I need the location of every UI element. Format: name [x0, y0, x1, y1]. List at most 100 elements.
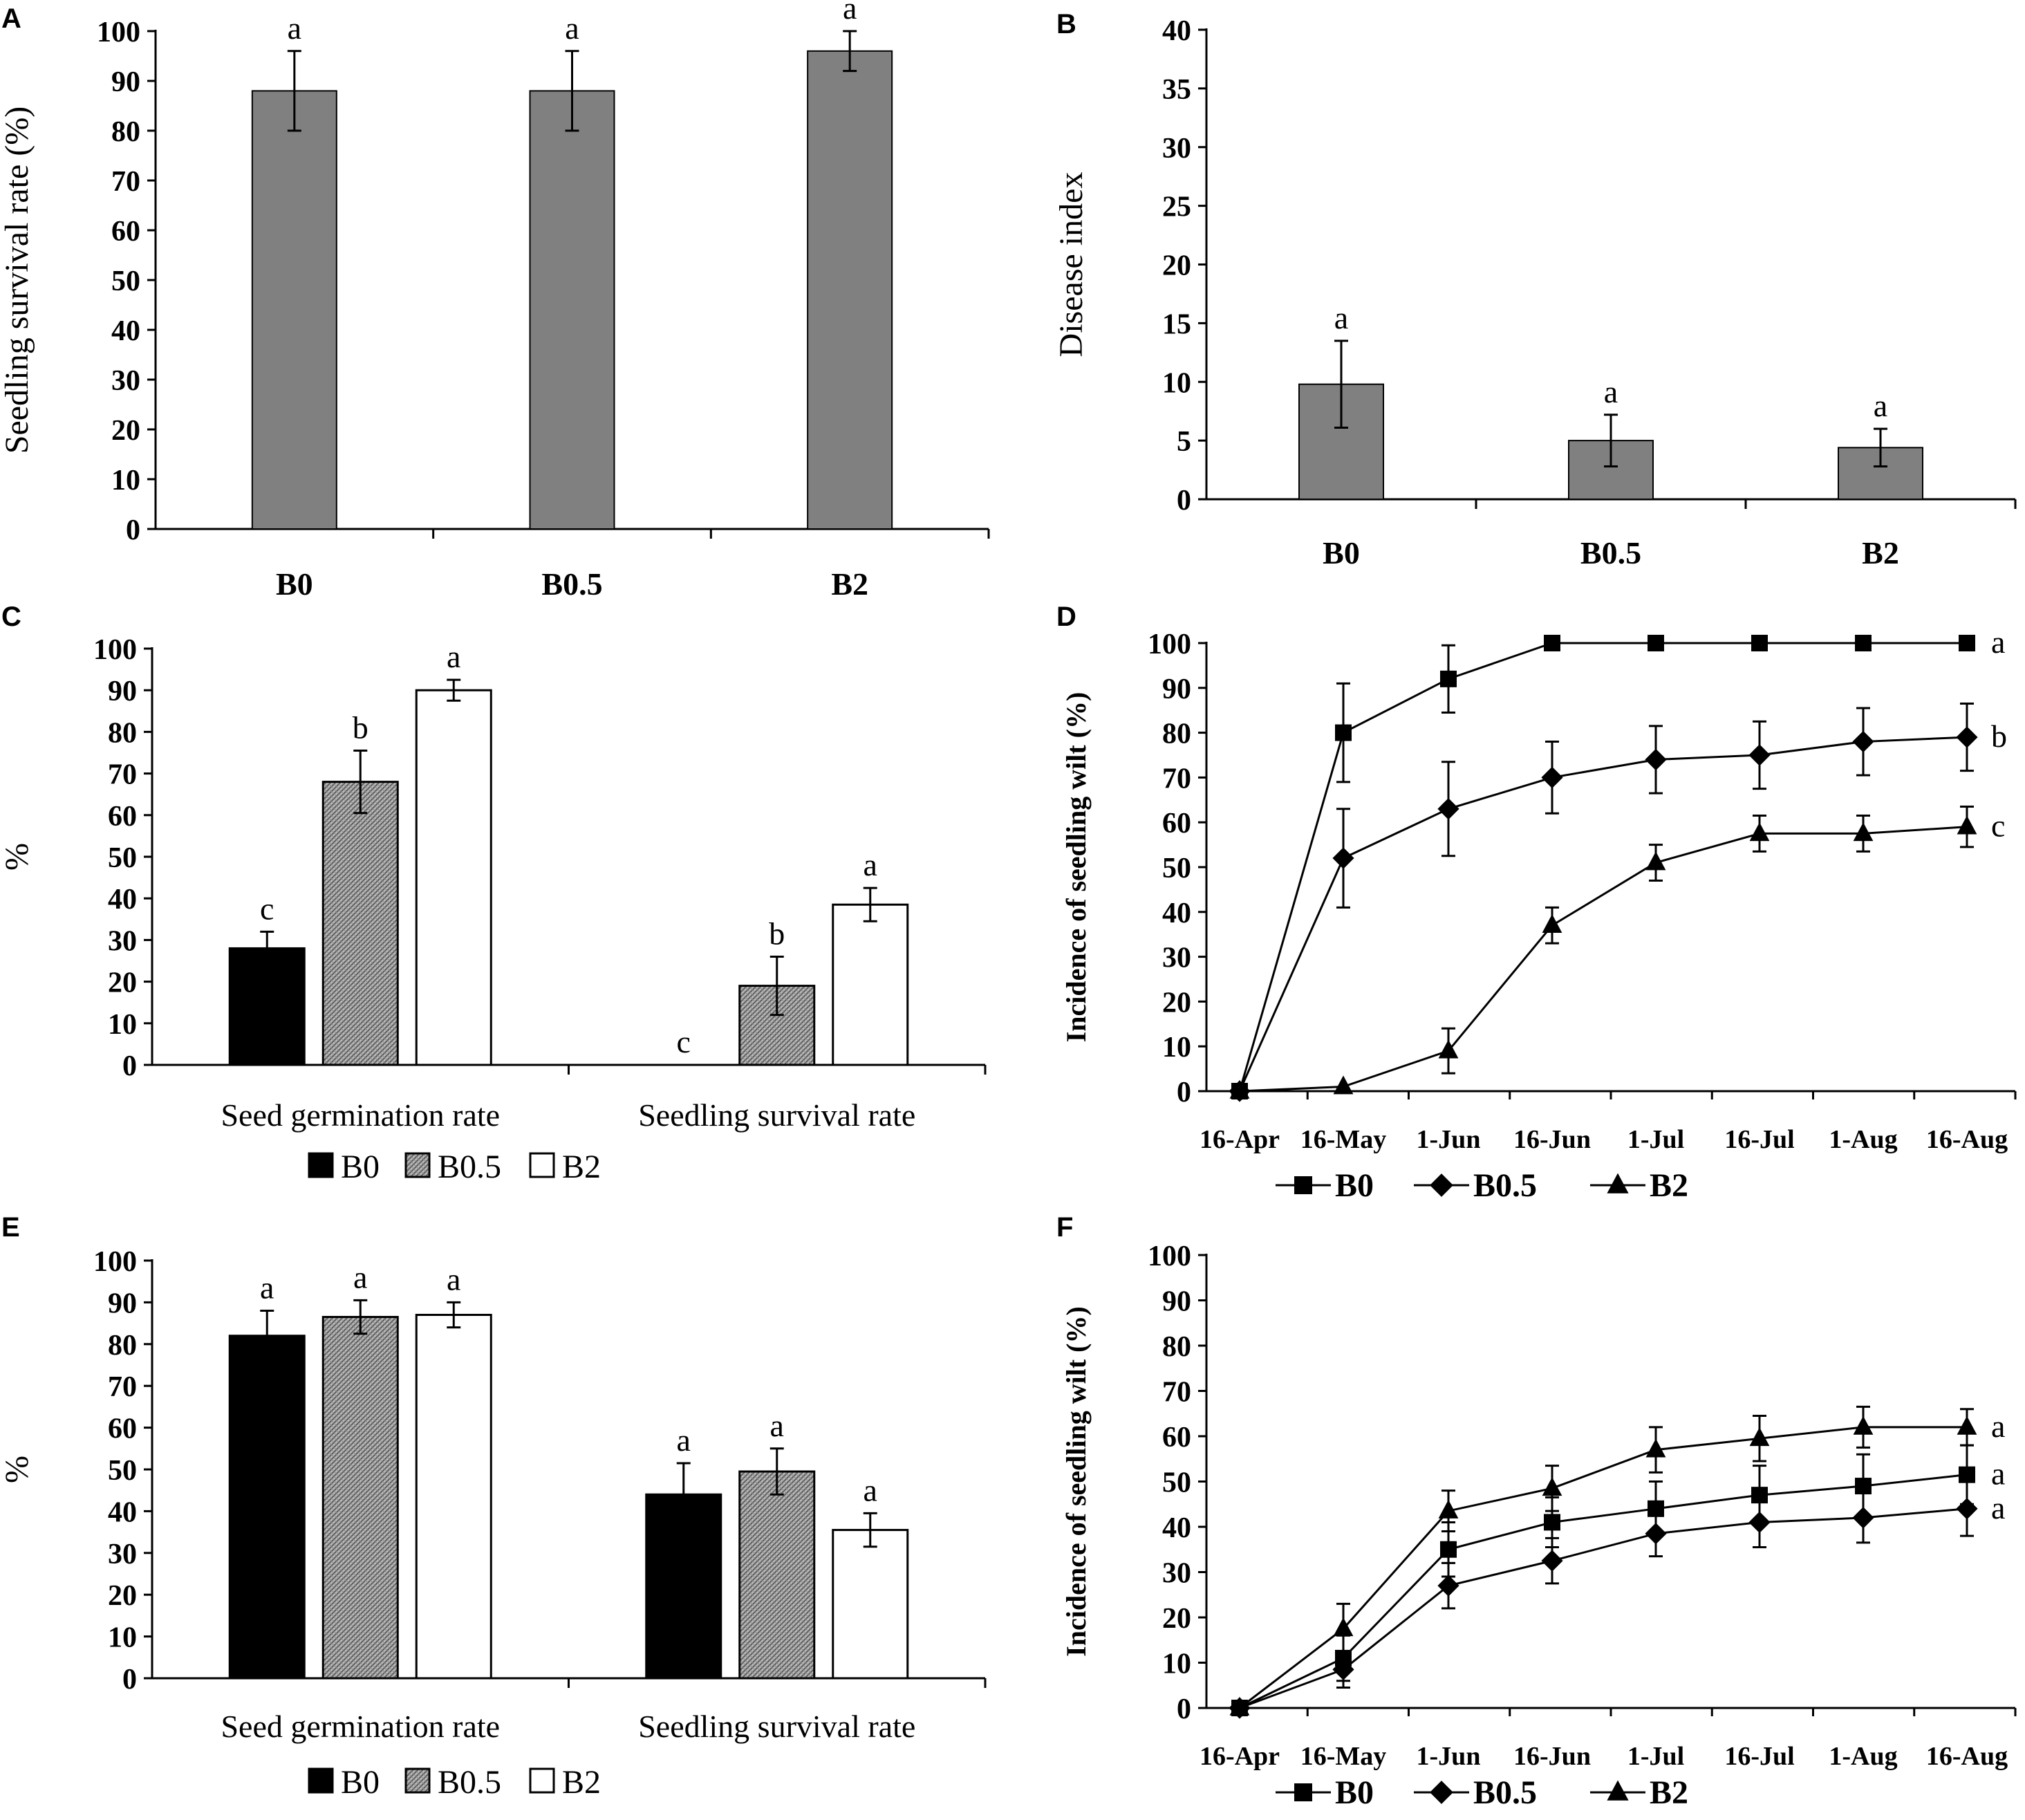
x-tick-label: 16-May — [1300, 1125, 1387, 1154]
significance-letter: a — [260, 1270, 274, 1305]
y-tick-label: 60 — [108, 1413, 137, 1445]
marker-triangle — [1438, 1499, 1459, 1519]
series-line — [1239, 1507, 1968, 1709]
y-tick-label: 90 — [1162, 1286, 1191, 1318]
x-tick-label: 16-Jul — [1724, 1125, 1794, 1154]
significance-letter: a — [1991, 1456, 2005, 1492]
y-tick-label: 10 — [1162, 1032, 1191, 1064]
series-line — [1239, 1426, 1967, 1709]
y-tick-label: 90 — [108, 676, 137, 707]
marker-square — [1855, 635, 1872, 651]
y-tick-label: 35 — [1162, 74, 1191, 106]
marker-triangle — [1645, 1438, 1666, 1458]
legend-label: B2 — [1650, 1774, 1688, 1811]
marker-diamond — [1852, 730, 1874, 753]
marker-diamond — [1956, 1498, 1978, 1520]
series-line — [1239, 1474, 1968, 1709]
x-category-label: Seed germination rate — [221, 1709, 500, 1744]
legend-label: B0.5 — [438, 1764, 501, 1801]
marker-triangle — [1229, 1079, 1250, 1099]
x-tick-label: 16-Apr — [1200, 1742, 1280, 1771]
marker-diamond — [1645, 1523, 1667, 1545]
marker-diamond — [1748, 1511, 1771, 1534]
marker-triangle — [1607, 1173, 1629, 1194]
panel-label-d: D — [1056, 602, 1076, 632]
legend-label: B0 — [1335, 1167, 1374, 1204]
marker-diamond — [1332, 1658, 1354, 1680]
y-tick-label: 30 — [1162, 943, 1191, 974]
y-tick-label: 40 — [111, 315, 140, 347]
y-axis-title: % — [0, 843, 35, 871]
marker-diamond — [1645, 748, 1667, 771]
y-tick-label: 0 — [122, 1050, 137, 1082]
marker-square — [1959, 1466, 1975, 1483]
marker-triangle — [1438, 1039, 1459, 1059]
bar — [529, 90, 615, 530]
significance-letter: a — [447, 639, 460, 674]
legend-label: B2 — [1650, 1167, 1688, 1204]
significance-letter: a — [843, 0, 857, 26]
x-tick-label: 1-Jul — [1627, 1742, 1684, 1771]
x-tick-label: 16-Apr — [1200, 1125, 1280, 1154]
y-tick-label: 60 — [1162, 808, 1191, 839]
x-category-label: B0.5 — [541, 566, 602, 602]
marker-square — [1440, 1541, 1457, 1558]
marker-triangle — [1957, 815, 1977, 835]
y-tick-label: 50 — [111, 266, 140, 297]
series-line — [1238, 736, 1968, 1092]
y-tick-label: 0 — [122, 1664, 137, 1696]
significance-letter: a — [864, 1472, 877, 1507]
y-tick-label: 40 — [1162, 15, 1191, 47]
bar — [415, 689, 492, 1066]
y-axis-title: Incidence of seedling wilt (%) — [1061, 692, 1092, 1043]
significance-letter: a — [770, 1408, 784, 1443]
marker-triangle — [1542, 914, 1562, 934]
panel-e-chart: 0 10 20 30 40 50 60 70 80 90 100% a a a Seed germinati… — [0, 1246, 987, 1801]
significance-letter: c — [260, 891, 274, 926]
bar — [321, 781, 399, 1066]
y-tick-label: 5 — [1177, 426, 1191, 458]
x-category-label: B0 — [276, 566, 313, 602]
marker-diamond — [1541, 766, 1563, 788]
significance-letter: a — [1991, 624, 2005, 660]
y-tick-label: 80 — [111, 116, 140, 148]
x-tick-label: 1-Aug — [1829, 1742, 1897, 1771]
panel-d-chart: 0 10 20 30 40 50 60 70 80 90 100 Incidence of seedl… — [1061, 624, 2017, 1204]
significance-letter: b — [769, 916, 785, 951]
marker-diamond — [1956, 726, 1978, 748]
legend-label: B0 — [341, 1149, 380, 1185]
y-tick-label: 70 — [1162, 763, 1191, 795]
significance-letter: b — [1991, 718, 2007, 754]
marker-square — [1751, 635, 1768, 651]
marker-diamond — [1430, 1781, 1453, 1804]
marker-triangle — [1853, 1415, 1874, 1435]
bar — [251, 90, 337, 530]
y-tick-label: 30 — [1162, 1558, 1191, 1590]
y-tick-label: 80 — [1162, 718, 1191, 750]
y-tick-label: 10 — [1162, 367, 1191, 399]
panel-label-c: C — [1, 602, 21, 632]
y-tick-label: 50 — [108, 1455, 137, 1487]
significance-letter: a — [353, 1259, 367, 1294]
marker-diamond — [1332, 847, 1354, 869]
significance-letter: b — [353, 709, 368, 745]
x-tick-label: 1-Jun — [1417, 1742, 1481, 1771]
legend-label: B0 — [341, 1764, 380, 1801]
x-category-label: B0 — [1323, 535, 1360, 570]
legend-swatch — [529, 1152, 555, 1178]
bar — [738, 1470, 816, 1680]
marker-triangle — [1749, 1427, 1770, 1447]
y-tick-label: 90 — [108, 1288, 137, 1319]
legend-label: B2 — [562, 1149, 601, 1185]
y-tick-label: 0 — [126, 514, 140, 546]
bar — [807, 50, 893, 530]
y-axis-title: Disease index — [1053, 172, 1090, 358]
y-tick-label: 10 — [108, 1009, 137, 1041]
y-tick-label: 20 — [1162, 987, 1191, 1019]
series-line — [1238, 642, 1967, 1092]
bar — [832, 1529, 909, 1680]
x-tick-label: 1-Jun — [1417, 1125, 1481, 1154]
y-tick-label: 40 — [108, 1496, 137, 1528]
y-tick-label: 100 — [1148, 1241, 1191, 1272]
y-tick-label: 30 — [111, 365, 140, 397]
